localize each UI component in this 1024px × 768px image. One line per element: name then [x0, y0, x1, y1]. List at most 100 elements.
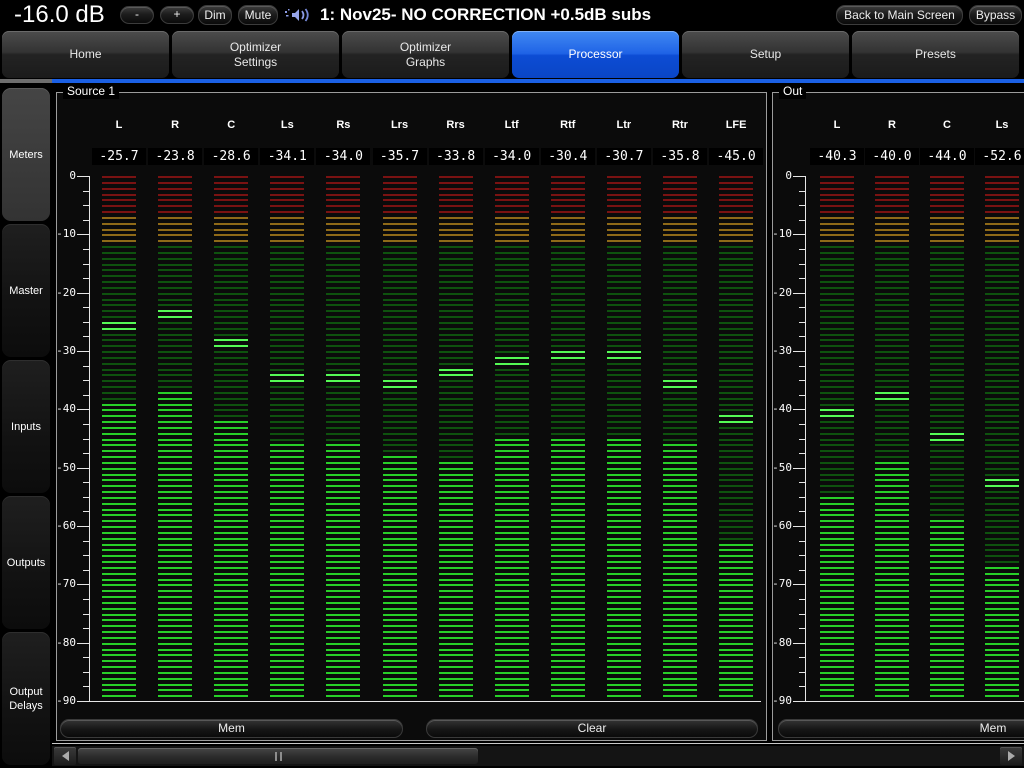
- meter-segment: [663, 538, 697, 540]
- meter-segment: [270, 328, 304, 330]
- meter-segment: [326, 549, 360, 551]
- meter-segment: [214, 299, 248, 301]
- meter-segment: [383, 643, 417, 645]
- meter-segment: [663, 474, 697, 476]
- meter-segment: [985, 497, 1019, 499]
- mem-button[interactable]: Mem: [778, 719, 1024, 738]
- scrollbar-right-arrow[interactable]: [1000, 747, 1022, 765]
- dim-button[interactable]: Dim: [198, 5, 232, 25]
- meter-segment: [719, 386, 753, 388]
- meter-segment: [214, 304, 248, 306]
- meter-segment: [214, 573, 248, 575]
- meter-segment: [930, 509, 964, 511]
- meter-segment: [820, 584, 854, 586]
- meter-segment: [663, 334, 697, 336]
- meter-segment: [439, 491, 473, 493]
- meter-segment: [439, 281, 473, 283]
- right-triangle-icon: [1008, 751, 1015, 761]
- meter-segment: [663, 234, 697, 236]
- meter-segment: [551, 567, 585, 569]
- meter-segment: [102, 625, 136, 627]
- meter-segment: [875, 299, 909, 301]
- meter-segment: [551, 485, 585, 487]
- scrollbar-thumb[interactable]: [78, 748, 478, 764]
- meter-segment: [985, 322, 1019, 324]
- tab-setup[interactable]: Setup: [682, 31, 849, 78]
- meter-segment: [326, 275, 360, 277]
- meter-segment: [326, 287, 360, 289]
- meter-segment: [930, 614, 964, 616]
- meter-segment: [102, 643, 136, 645]
- meter-segment: [158, 386, 192, 388]
- meter-segment: [102, 269, 136, 271]
- meter-segment: [663, 182, 697, 184]
- meter-segment: [495, 339, 529, 341]
- sidebar-item-outputs[interactable]: Outputs: [2, 496, 50, 629]
- meter-segment: [158, 596, 192, 598]
- scrollbar-left-arrow[interactable]: [54, 747, 76, 765]
- meter-segment: [607, 456, 641, 458]
- meter-segment: [985, 468, 1019, 470]
- meter-segment: [102, 468, 136, 470]
- meter-segment: [158, 188, 192, 190]
- meter-segment: [985, 479, 1019, 481]
- sidebar-item-master[interactable]: Master: [2, 224, 50, 357]
- meter-segment: [439, 549, 473, 551]
- bypass-button[interactable]: Bypass: [969, 5, 1022, 25]
- meter-segment: [214, 281, 248, 283]
- channel-label: R: [864, 119, 920, 131]
- meter-segment: [326, 299, 360, 301]
- meter-segment: [551, 281, 585, 283]
- meter-segment: [102, 637, 136, 639]
- meter-segment: [270, 264, 304, 266]
- meter-segment: [663, 695, 697, 697]
- meter-segment: [102, 392, 136, 394]
- meter-segment: [326, 188, 360, 190]
- meter-segment: [102, 182, 136, 184]
- meter-segment: [102, 380, 136, 382]
- meter-segment: [551, 199, 585, 201]
- sidebar-item-meters[interactable]: Meters: [2, 88, 50, 221]
- mute-button[interactable]: Mute: [238, 5, 278, 25]
- meter-segment: [158, 380, 192, 382]
- meter-segment: [495, 386, 529, 388]
- sidebar-item-inputs[interactable]: Inputs: [2, 360, 50, 493]
- meter-segment: [663, 328, 697, 330]
- meter-segment: [383, 584, 417, 586]
- meter-segment: [495, 194, 529, 196]
- tab-home[interactable]: Home: [2, 31, 169, 78]
- scale-tick: [83, 628, 89, 629]
- mem-button[interactable]: Mem: [60, 719, 403, 738]
- horizontal-scrollbar[interactable]: [52, 746, 1024, 766]
- scale-tick: [83, 191, 89, 192]
- meter-segment: [383, 334, 417, 336]
- meter-segment: [875, 310, 909, 312]
- sidebar-item-output-delays[interactable]: Output Delays: [2, 632, 50, 765]
- tab-optimizer-settings[interactable]: OptimizerSettings: [172, 31, 339, 78]
- scale-tick: [799, 555, 805, 556]
- meter-segment: [930, 205, 964, 207]
- meter-channel-C: C-28.6: [203, 93, 259, 740]
- meter-segment: [439, 462, 473, 464]
- level-readout: -45.0: [709, 148, 763, 165]
- volume-minus-button[interactable]: -: [120, 6, 154, 24]
- meter-segment: [820, 351, 854, 353]
- tab-presets[interactable]: Presets: [852, 31, 1019, 78]
- meter-segment: [495, 211, 529, 213]
- back-to-main-screen-button[interactable]: Back to Main Screen: [836, 5, 963, 25]
- meter-segment: [270, 415, 304, 417]
- meter-segment: [985, 392, 1019, 394]
- meter-segment: [930, 619, 964, 621]
- meter-segment: [214, 345, 248, 347]
- tab-processor[interactable]: Processor: [512, 31, 679, 78]
- clear-button[interactable]: Clear: [426, 719, 758, 738]
- meter-segment: [719, 672, 753, 674]
- meter-segment: [719, 567, 753, 569]
- volume-plus-button[interactable]: +: [160, 6, 194, 24]
- scale-label: -90: [54, 694, 76, 708]
- meter-segment: [439, 223, 473, 225]
- tab-optimizer-graphs[interactable]: OptimizerGraphs: [342, 31, 509, 78]
- meter-segment: [985, 684, 1019, 686]
- meter-segment: [820, 275, 854, 277]
- meter-segment: [551, 590, 585, 592]
